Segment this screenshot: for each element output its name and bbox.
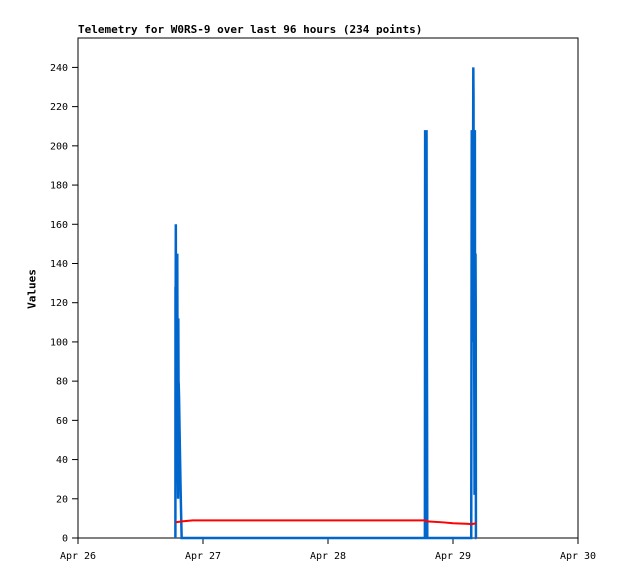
x-tick-label: Apr 28 xyxy=(310,551,346,562)
y-tick: 120 xyxy=(50,298,78,309)
x-tick: Apr 28 xyxy=(310,538,346,562)
y-tick-label: 220 xyxy=(50,102,68,113)
y-tick: 160 xyxy=(50,220,78,231)
x-tick-label: Apr 26 xyxy=(60,551,96,562)
series-line-2 xyxy=(175,519,477,526)
y-tick: 240 xyxy=(50,63,78,74)
y-tick-label: 120 xyxy=(50,298,68,309)
x-tick: Apr 30 xyxy=(560,538,596,562)
series-layer xyxy=(174,67,478,540)
y-tick: 20 xyxy=(56,494,78,505)
y-tick: 140 xyxy=(50,259,78,270)
y-tick-label: 80 xyxy=(56,377,68,388)
x-tick: Apr 27 xyxy=(185,538,221,562)
y-tick-label: 240 xyxy=(50,63,68,74)
y-tick: 100 xyxy=(50,337,78,348)
series-line-1 xyxy=(174,67,478,540)
x-tick: Apr 26 xyxy=(60,538,96,562)
y-axis: 0 20 40 60 80 100 120 140 160 180 200 220 240 xyxy=(50,63,78,545)
y-tick: 200 xyxy=(50,141,78,152)
y-tick-label: 0 xyxy=(62,534,68,545)
x-tick-label: Apr 27 xyxy=(185,551,221,562)
y-tick: 180 xyxy=(50,181,78,192)
y-tick-label: 60 xyxy=(56,416,68,427)
plot-area xyxy=(77,37,579,539)
y-tick-label: 160 xyxy=(50,220,68,231)
y-tick-label: 200 xyxy=(50,141,68,152)
y-tick: 60 xyxy=(56,416,78,427)
y-tick: 220 xyxy=(50,102,78,113)
x-tick: Apr 29 xyxy=(435,538,471,562)
y-tick-label: 180 xyxy=(50,181,68,192)
x-axis: Apr 26 Apr 27 Apr 28 Apr 29 Apr 30 xyxy=(60,538,596,562)
y-tick: 40 xyxy=(56,455,78,466)
y-tick-label: 100 xyxy=(50,337,68,348)
x-tick-label: Apr 29 xyxy=(435,551,471,562)
y-tick-label: 20 xyxy=(56,494,68,505)
chart-title: Telemetry for W0RS-9 over last 96 hours … xyxy=(78,23,423,36)
y-tick-label: 140 xyxy=(50,259,68,270)
x-tick-label: Apr 30 xyxy=(560,551,596,562)
y-tick: 0 xyxy=(62,534,78,545)
y-tick: 80 xyxy=(56,377,78,388)
y-tick-label: 40 xyxy=(56,455,68,466)
